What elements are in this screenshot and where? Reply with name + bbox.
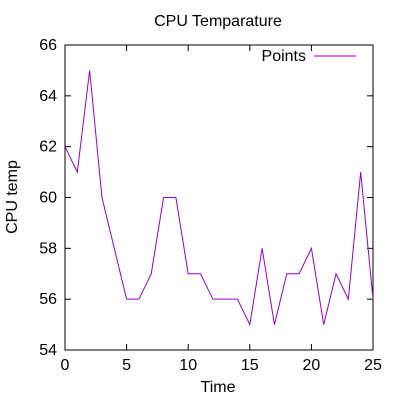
y-tick-label: 60 — [39, 190, 57, 207]
chart-title: CPU Temparature — [154, 13, 282, 30]
y-tick-label: 58 — [39, 240, 57, 257]
series-line-points — [64, 70, 374, 327]
x-tick-label: 15 — [241, 357, 259, 374]
x-tick-label: 0 — [61, 357, 70, 374]
x-axis-label: Time — [201, 379, 236, 396]
plot-area: 0 5 10 15 20 25 54 56 58 60 62 64 66 Points — [39, 37, 382, 374]
plot-frame — [64, 44, 374, 351]
x-tick-label: 25 — [364, 357, 382, 374]
x-tick-label: 20 — [303, 357, 321, 374]
y-tick-label: 62 — [39, 139, 57, 156]
x-tick-label: 5 — [122, 357, 131, 374]
legend-label: Points — [262, 48, 306, 65]
y-axis-label: CPU temp — [4, 160, 21, 234]
x-tick-label: 10 — [179, 357, 197, 374]
y-tick-label: 64 — [39, 88, 57, 105]
y-tick-label: 54 — [39, 342, 57, 359]
y-tick-label: 56 — [39, 291, 57, 308]
y-tick-label: 66 — [39, 37, 57, 54]
